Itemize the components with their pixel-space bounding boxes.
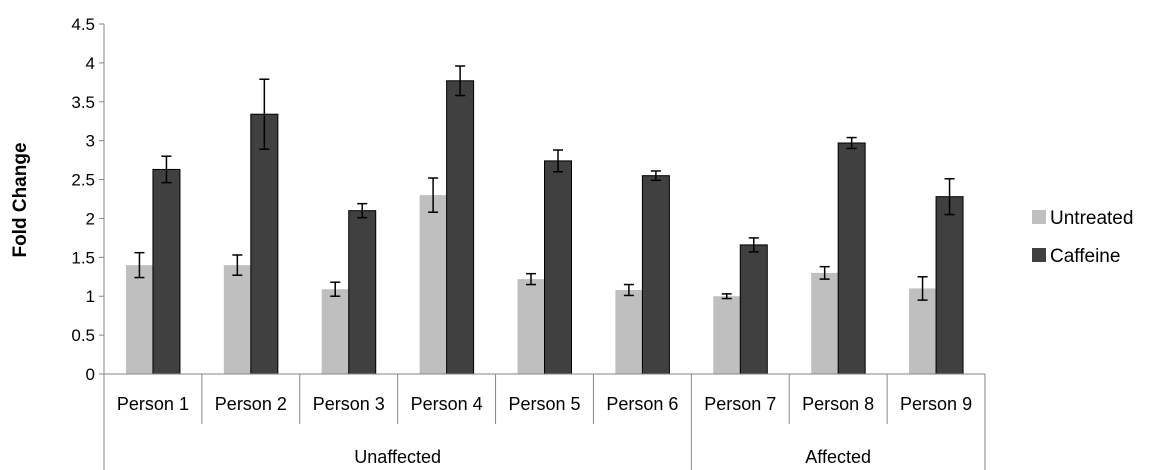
bar-untreated-7 — [713, 296, 741, 374]
category-label: Person 8 — [802, 394, 874, 414]
bar-untreated-4 — [419, 195, 447, 374]
bar-untreated-3 — [321, 289, 349, 374]
y-axis: 0 0.5 1 1.5 2 2.5 3 3.5 4 4.5 — [71, 15, 105, 384]
y-tick-label: 4 — [86, 54, 95, 73]
bar-untreated-9 — [909, 288, 937, 374]
bar-untreated-1 — [125, 265, 153, 374]
x-axis: Person 1 Person 2 Person 3 Person 4 Person 5… — [103, 373, 986, 470]
legend-swatch-caffeine — [1032, 248, 1046, 262]
bar-caffeine-2 — [250, 113, 279, 375]
bar-caffeine-6 — [641, 175, 670, 375]
y-tick-label: 4.5 — [71, 15, 95, 34]
y-axis-label: Fold Change — [10, 142, 31, 257]
group-label: Unaffected — [354, 447, 441, 467]
group-label: Affected — [805, 447, 871, 467]
legend-swatch-untreated — [1032, 210, 1046, 224]
bar-caffeine-8 — [837, 142, 866, 375]
category-label: Person 2 — [215, 394, 287, 414]
bar-untreated-6 — [615, 290, 643, 374]
y-tick-label: 3 — [86, 132, 95, 151]
category-label: Person 1 — [117, 394, 189, 414]
category-label: Person 6 — [606, 394, 678, 414]
y-tick-label: 0 — [86, 365, 95, 384]
bar-caffeine-9 — [935, 196, 964, 375]
legend-label-untreated: Untreated — [1050, 208, 1133, 229]
category-label: Person 7 — [704, 394, 776, 414]
y-tick-label: 1.5 — [71, 248, 95, 267]
y-tick-label: 2 — [86, 209, 95, 228]
bar-caffeine-5 — [544, 160, 572, 375]
bars — [125, 65, 964, 375]
bar-caffeine-3 — [348, 210, 377, 375]
bar-caffeine-4 — [446, 80, 475, 375]
category-label: Person 4 — [411, 394, 483, 414]
legend-label-caffeine: Caffeine — [1050, 246, 1120, 267]
y-tick-label: 3.5 — [71, 93, 95, 112]
bar-caffeine-7 — [739, 244, 768, 375]
category-label: Person 5 — [508, 394, 580, 414]
bar-untreated-2 — [223, 265, 251, 374]
bar-untreated-5 — [517, 279, 545, 374]
y-tick-label: 1 — [86, 287, 95, 306]
y-tick-label: 0.5 — [71, 326, 95, 345]
y-tick-label: 2.5 — [71, 171, 95, 190]
category-label: Person 9 — [900, 394, 972, 414]
bar-caffeine-1 — [152, 168, 181, 375]
bar-untreated-8 — [811, 272, 839, 374]
category-label: Person 3 — [313, 394, 385, 414]
legend: Untreated Caffeine — [1032, 208, 1133, 267]
